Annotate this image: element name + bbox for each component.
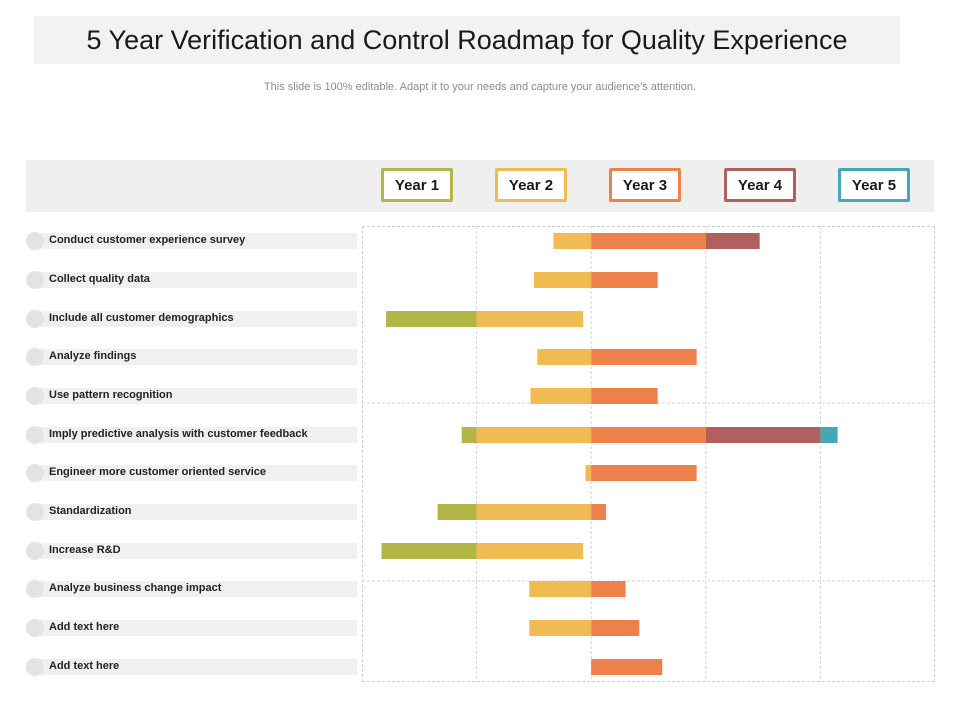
task-row-4: Analyze findings <box>26 348 358 366</box>
gantt-bar-task-4-year-2 <box>537 349 592 365</box>
gantt-bar-task-11-year-3 <box>591 620 640 636</box>
bullet-dot <box>26 348 44 366</box>
year-2-box: Year 2 <box>495 168 567 202</box>
task-label: Conduct customer experience survey <box>49 234 246 246</box>
task-label: Analyze findings <box>49 350 137 362</box>
task-row-9: Increase R&D <box>26 542 358 560</box>
year-2-label: Year 2 <box>508 176 554 194</box>
bullet-dot <box>26 658 44 676</box>
year-1-box: Year 1 <box>381 168 453 202</box>
year-5-label: Year 5 <box>851 176 897 194</box>
task-label: Use pattern recognition <box>49 389 173 401</box>
task-label: Add text here <box>49 660 120 672</box>
task-row-2: Collect quality data <box>26 271 358 289</box>
bullet-dot <box>26 580 44 598</box>
task-row-6: Imply predictive analysis with customer … <box>26 426 358 444</box>
task-row-11: Add text here <box>26 619 358 637</box>
gantt-bar-task-3-year-2 <box>476 311 584 327</box>
gantt-bar-task-8-year-3 <box>591 504 607 520</box>
gantt-bar-task-8-year-2 <box>476 504 592 520</box>
gantt-bar-task-6-year-5 <box>820 427 838 443</box>
task-row-3: Include all customer demographics <box>26 310 358 328</box>
year-4-box: Year 4 <box>724 168 796 202</box>
bullet-dot <box>26 619 44 637</box>
task-row-5: Use pattern recognition <box>26 387 358 405</box>
gantt-bar-task-9-year-1 <box>381 543 477 559</box>
task-label: Add text here <box>49 621 120 633</box>
task-label: Standardization <box>49 505 132 517</box>
task-label: Imply predictive analysis with customer … <box>49 428 308 440</box>
gantt-bar-task-3-year-1 <box>386 311 477 327</box>
bullet-dot <box>26 310 44 328</box>
gantt-bar-task-7-year-2 <box>585 465 592 481</box>
year-3-box: Year 3 <box>609 168 681 202</box>
task-row-12: Add text here <box>26 658 358 676</box>
year-1-label: Year 1 <box>394 176 440 194</box>
gantt-bar-task-2-year-2 <box>533 272 592 288</box>
bullet-dot <box>26 426 44 444</box>
gantt-bar-task-8-year-1 <box>437 504 477 520</box>
task-label: Engineer more customer oriented service <box>49 466 267 478</box>
bullet-dot <box>26 387 44 405</box>
bullet-dot <box>26 542 44 560</box>
gantt-bar-task-6-year-1 <box>461 427 477 443</box>
gantt-bar-task-5-year-3 <box>591 388 658 404</box>
gantt-bar-task-1-year-2 <box>553 233 592 249</box>
gantt-bar-task-6-year-3 <box>591 427 706 443</box>
bullet-dot <box>26 232 44 250</box>
gantt-bar-task-9-year-2 <box>476 543 584 559</box>
gantt-bar-task-6-year-2 <box>476 427 592 443</box>
task-label: Collect quality data <box>49 273 150 285</box>
task-row-1: Conduct customer experience survey <box>26 232 358 250</box>
timeline-grid <box>362 226 935 682</box>
task-row-7: Engineer more customer oriented service <box>26 464 358 482</box>
bullet-dot <box>26 271 44 289</box>
gantt-bar-task-11-year-2 <box>529 620 592 636</box>
gantt-bar-task-12-year-3 <box>591 659 663 675</box>
gantt-bar-task-7-year-3 <box>591 465 697 481</box>
gantt-bar-task-10-year-2 <box>529 581 592 597</box>
task-label: Analyze business change impact <box>49 582 222 594</box>
slide-subtitle: This slide is 100% editable. Adapt it to… <box>263 81 697 93</box>
task-label: Increase R&D <box>49 544 121 556</box>
gantt-bar-task-5-year-2 <box>530 388 592 404</box>
gantt-bar-task-10-year-3 <box>591 581 626 597</box>
gantt-bar-task-4-year-3 <box>591 349 697 365</box>
slide-title: 5 Year Verification and Control Roadmap … <box>86 24 848 55</box>
gantt-bar-task-1-year-4 <box>705 233 760 249</box>
year-5-box: Year 5 <box>838 168 910 202</box>
gantt-bar-task-2-year-3 <box>591 272 658 288</box>
year-3-label: Year 3 <box>622 176 668 194</box>
bullet-dot <box>26 464 44 482</box>
task-label: Include all customer demographics <box>49 312 234 324</box>
task-row-8: Standardization <box>26 503 358 521</box>
year-4-label: Year 4 <box>737 176 783 194</box>
gantt-bar-task-6-year-4 <box>705 427 821 443</box>
title-bar: 5 Year Verification and Control Roadmap … <box>34 16 900 64</box>
bullet-dot <box>26 503 44 521</box>
task-row-10: Analyze business change impact <box>26 580 358 598</box>
gantt-bar-task-1-year-3 <box>591 233 706 249</box>
